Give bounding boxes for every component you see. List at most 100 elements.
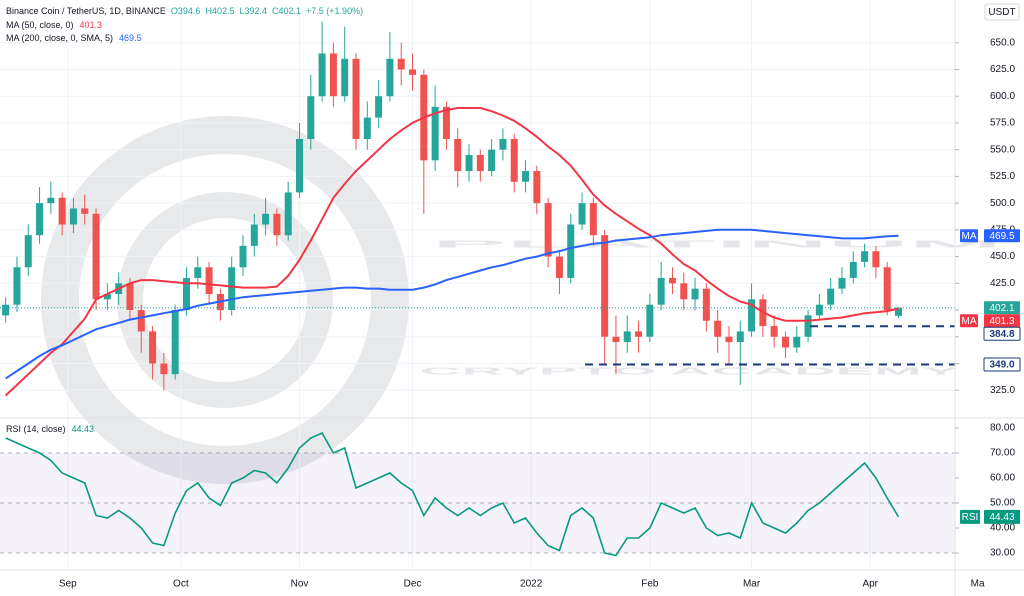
moving-average-line	[5, 107, 899, 397]
candle-body	[612, 336, 620, 343]
labels: Sep Oct Nov Dec 2022 Feb Mar Apr Ma 650.0 625.0 600…	[6, 6, 1021, 590]
candle-body	[476, 155, 484, 172]
candle-body	[748, 299, 756, 332]
price-badge-label: 469.5	[989, 231, 1014, 242]
candle-body	[205, 267, 213, 294]
candle-body	[81, 208, 89, 214]
candle-body	[341, 58, 349, 97]
y-tick-label: 525.0	[990, 171, 1015, 182]
candle-body	[149, 331, 157, 364]
y-tick-label: 500.0	[990, 198, 1015, 209]
ma-legend-value: 401.3	[80, 20, 103, 30]
x-tick-label: Ma	[971, 579, 985, 590]
y-tick-label: 80.00	[990, 423, 1015, 434]
price-badge	[984, 229, 1020, 243]
candle-body	[397, 58, 405, 70]
y-tick-label: 325.0	[990, 385, 1015, 396]
candle-body	[409, 69, 417, 75]
price-badge-label: 384.8	[989, 329, 1014, 340]
candle-body	[352, 58, 360, 139]
ma-legend: MA (200, close, 0, SMA, 5) 469.5	[6, 33, 142, 43]
candle-body	[601, 235, 609, 337]
currency-label[interactable]: USDT	[988, 7, 1015, 18]
rsi-badge-tag-label: RSI	[962, 512, 979, 523]
candle-body	[623, 331, 631, 343]
candle-body	[69, 208, 77, 225]
candle-body	[555, 256, 563, 278]
y-tick-label: 600.0	[990, 91, 1015, 102]
y-tick-label: 30.00	[990, 548, 1015, 559]
y-tick-label: 60.00	[990, 473, 1015, 484]
candle-body	[702, 288, 710, 321]
candle-body	[47, 197, 55, 204]
candle-body	[329, 53, 337, 97]
candle-body	[736, 331, 744, 343]
y-tick-label: 550.0	[990, 144, 1015, 155]
y-tick-label: 650.0	[990, 37, 1015, 48]
candle-body	[804, 315, 812, 337]
candle-body	[646, 304, 654, 337]
candle-body	[284, 192, 292, 236]
candle-body	[2, 304, 10, 316]
symbol-title: Binance Coin / TetherUS, 1D, BINANCE	[6, 6, 166, 16]
candle-body	[533, 171, 541, 204]
candle-body	[781, 336, 789, 348]
candle-body	[454, 138, 462, 172]
watermark: PLATINUM CRYPTO ACADEMY	[41, 116, 1002, 484]
candle-body	[725, 336, 733, 343]
rsi-legend-value: 44.43	[72, 424, 95, 434]
candle-body	[363, 117, 371, 139]
candle-body	[273, 213, 281, 236]
candle-body	[522, 171, 530, 182]
candle-body	[488, 149, 496, 172]
candle-body	[375, 96, 383, 118]
candle-body	[24, 235, 32, 268]
candle-body	[510, 138, 518, 182]
x-tick-label: Mar	[743, 579, 761, 590]
ohlc-value: O394.6	[171, 6, 201, 16]
rsi-badge-tag	[960, 509, 980, 524]
candle-body	[386, 58, 394, 97]
candle-body	[578, 203, 586, 225]
price-badge	[983, 326, 1021, 341]
candle-body	[894, 307, 902, 316]
x-tick-label: Dec	[404, 579, 422, 590]
y-tick-label: 450.0	[990, 251, 1015, 262]
candle-body	[36, 203, 44, 236]
ma-badge-tag	[960, 229, 978, 243]
x-tick-label: Feb	[641, 579, 659, 590]
x-tick-label: 2022	[520, 579, 543, 590]
y-tick-label: 425.0	[990, 278, 1015, 289]
candle-body	[567, 224, 575, 278]
watermark-logo	[41, 116, 409, 484]
ma-legend: MA (50, close, 0) 401.3	[6, 20, 102, 30]
candle-body	[872, 251, 880, 268]
price-badge	[984, 314, 1020, 328]
rsi-legend: RSI (14, close) 44.43	[6, 424, 94, 434]
x-tick-label: Sep	[59, 579, 77, 590]
candle-body	[307, 96, 315, 139]
candle-body	[838, 277, 846, 289]
ma-legend-value: 469.5	[119, 33, 142, 43]
rsi-badge	[984, 509, 1020, 524]
candle-body	[544, 203, 552, 257]
candle-body	[250, 224, 258, 246]
candle-body	[92, 213, 100, 300]
x-tick-label: Oct	[173, 579, 189, 590]
currency-box[interactable]	[984, 3, 1020, 21]
ohlc-value: +7.5 (+1.90%)	[306, 6, 363, 16]
symbol-legend: Binance Coin / TetherUS, 1D, BINANCE O394…	[6, 6, 363, 16]
rsi-legend-name: RSI (14, close)	[6, 424, 66, 434]
candle-body	[58, 197, 66, 225]
candle-body	[171, 310, 179, 375]
candle-body	[883, 267, 891, 311]
ma-badge-tag	[960, 314, 978, 328]
watermark-text: CRYPTO ACADEMY	[420, 367, 962, 378]
candle-body	[815, 304, 823, 316]
ma-badge-tag-label: MA	[962, 316, 977, 327]
candle-body	[295, 138, 303, 193]
candle-body	[635, 331, 643, 337]
x-tick-label: Apr	[862, 579, 878, 590]
candle-body	[194, 267, 202, 278]
candle-body	[589, 203, 597, 236]
